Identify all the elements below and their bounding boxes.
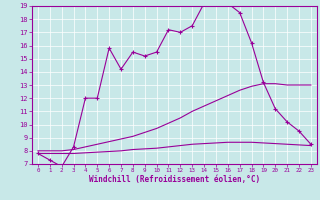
X-axis label: Windchill (Refroidissement éolien,°C): Windchill (Refroidissement éolien,°C) [89,175,260,184]
